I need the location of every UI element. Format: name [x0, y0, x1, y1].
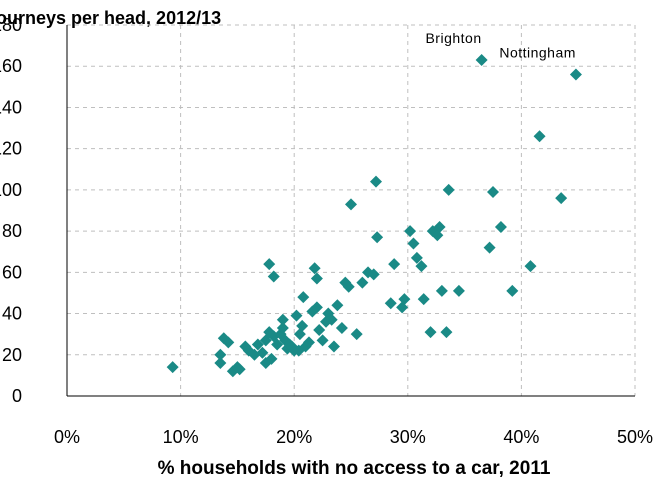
data-point — [342, 280, 355, 293]
data-point — [367, 268, 380, 281]
data-point — [483, 241, 496, 254]
data-point — [214, 348, 227, 361]
data-point — [308, 262, 321, 275]
data-point — [310, 301, 323, 314]
x-tick-label: 20% — [276, 427, 312, 447]
x-tick-label: 40% — [503, 427, 539, 447]
data-points — [166, 54, 582, 378]
data-point — [569, 68, 582, 81]
data-point — [417, 293, 430, 306]
point-annotation: Brighton — [425, 30, 481, 46]
data-point — [276, 313, 289, 326]
y-tick-label: 180 — [0, 15, 22, 35]
data-point — [506, 284, 519, 297]
data-point — [407, 237, 420, 250]
data-point — [404, 225, 417, 238]
data-point — [214, 357, 227, 370]
data-point — [487, 185, 499, 198]
data-point — [251, 338, 264, 351]
x-tick-labels: 0% 10% 20% 30% 40% 50% — [54, 427, 653, 447]
data-point — [302, 336, 315, 349]
data-point — [388, 258, 401, 271]
x-tick-label: 0% — [54, 427, 80, 447]
y-tick-label: 140 — [0, 97, 22, 117]
data-point — [440, 326, 453, 339]
data-point — [271, 338, 284, 351]
data-point — [276, 321, 289, 334]
data-point — [325, 313, 338, 326]
y-tick-label: 80 — [2, 221, 22, 241]
data-point — [166, 361, 179, 374]
y-tick-label: 0 — [12, 386, 22, 406]
annotations: Brighton Nottingham — [425, 30, 575, 60]
data-point — [350, 328, 363, 341]
data-point — [424, 326, 437, 339]
axes — [66, 25, 635, 397]
data-point — [533, 130, 546, 143]
point-annotation: Nottingham — [499, 44, 576, 60]
data-point — [313, 324, 326, 337]
data-point — [398, 293, 411, 306]
data-point — [384, 297, 397, 310]
data-point — [452, 284, 465, 297]
data-point — [410, 251, 423, 264]
x-tick-label: 30% — [390, 427, 426, 447]
data-point — [331, 299, 344, 312]
data-point — [475, 54, 488, 67]
y-tick-label: 60 — [2, 262, 22, 282]
data-point — [345, 198, 357, 211]
data-point — [442, 183, 455, 196]
y-tick-label: 40 — [2, 304, 22, 324]
data-point — [524, 260, 537, 273]
data-point — [415, 260, 428, 273]
data-point — [297, 291, 310, 304]
data-point — [433, 220, 446, 233]
data-point — [555, 192, 568, 205]
data-point — [296, 319, 309, 332]
data-point — [327, 340, 340, 353]
data-point — [494, 220, 507, 233]
data-point — [310, 272, 323, 285]
data-point — [356, 276, 369, 289]
data-point — [256, 346, 269, 359]
y-tick-label: 120 — [0, 139, 22, 159]
data-point — [265, 352, 278, 365]
data-point — [435, 284, 448, 297]
data-point — [263, 258, 276, 271]
x-axis-label: % households with no access to a car, 20… — [158, 458, 551, 479]
data-point — [233, 363, 246, 376]
x-tick-label: 50% — [617, 427, 653, 447]
data-point — [369, 175, 382, 188]
x-tick-label: 10% — [163, 427, 199, 447]
data-point — [316, 334, 329, 347]
data-point — [267, 270, 280, 283]
data-point — [222, 336, 235, 349]
y-tick-label: 100 — [0, 180, 22, 200]
y-tick-label: 160 — [0, 56, 22, 76]
data-point — [290, 309, 303, 322]
grid-lines — [67, 24, 636, 396]
chart-title: Bus journeys per head, 2012/13 — [0, 8, 221, 28]
data-point — [371, 231, 384, 244]
data-point — [335, 321, 348, 334]
y-tick-labels: 0 20 40 60 80 100 120 140 160 180 — [0, 15, 22, 406]
y-tick-label: 20 — [2, 345, 22, 365]
